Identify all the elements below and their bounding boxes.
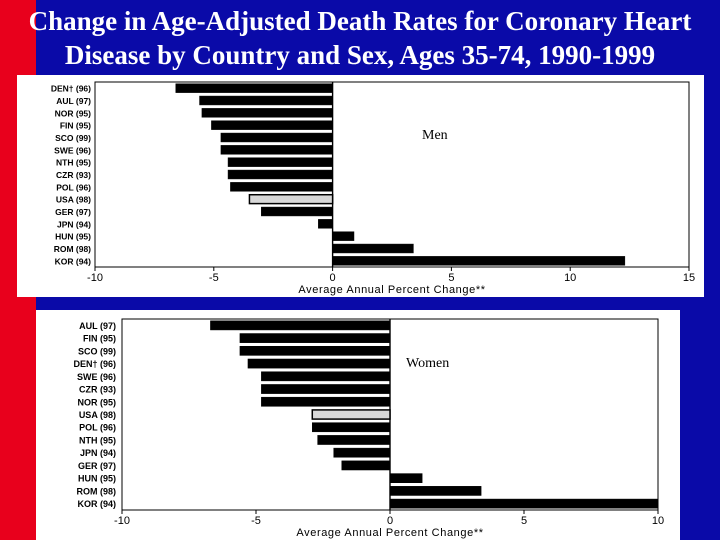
men-bar-ger-97: [261, 206, 333, 217]
men-bar-aul-97: [199, 95, 333, 106]
women-bar-ger-97: [341, 460, 391, 471]
women-category-label: DEN† (96): [73, 359, 116, 369]
women-category-label: KOR (94): [77, 499, 116, 509]
slide-title-line-1: Change in Age-Adjusted Death Rates for C…: [28, 6, 692, 36]
women-bar-rom-98: [389, 486, 482, 496]
slide-title: Change in Age-Adjusted Death Rates for C…: [0, 4, 720, 72]
men-category-label: HUN (95): [55, 232, 91, 242]
women-category-label: FIN (95): [83, 334, 116, 344]
women-bar-sco-99: [239, 345, 391, 356]
men-bar-sco-99: [220, 132, 333, 143]
women-bar-swe-96: [261, 371, 391, 382]
women-category-label: CZR (93): [79, 385, 116, 395]
women-chart: AUL (97) FIN (95) SCO (99) DEN† (96) SWE (96…: [73, 318, 664, 539]
women-bar-fin-95: [239, 333, 391, 343]
men-category-label: GER (97): [55, 207, 91, 217]
women-category-label: ROM (98): [76, 486, 116, 496]
slide-title-line-2: Disease by Country and Sex, Ages 35-74, …: [64, 40, 656, 70]
men-bar-den-96: [175, 83, 333, 93]
men-bar-fin-95: [211, 120, 333, 130]
men-category-label: NOR (95): [55, 108, 92, 118]
men-x-tick-label: 5: [448, 272, 454, 284]
men-category-label: AUL (97): [56, 96, 91, 106]
men-category-label: CZR (93): [56, 170, 91, 180]
men-category-label: ROM (98): [54, 244, 91, 254]
women-x-tick-label: -10: [114, 515, 130, 527]
men-bar-swe-96: [220, 145, 333, 155]
men-bar-kor-94: [332, 256, 626, 266]
men-panel-label: Men: [422, 128, 448, 143]
men-category-label: NTH (95): [56, 158, 91, 168]
men-x-tick-label: 15: [683, 272, 695, 284]
men-category-label: SCO (99): [55, 133, 91, 143]
men-x-tick-label: -10: [87, 272, 103, 284]
men-x-tick-label: -5: [209, 272, 219, 284]
men-bar-nor-95: [201, 108, 333, 118]
women-x-tick-label: 5: [521, 515, 527, 527]
men-category-label: SWE (96): [54, 145, 91, 155]
men-x-tick-label: 0: [330, 272, 336, 284]
women-x-tick-label: 0: [387, 515, 393, 527]
women-bar-czr-93: [261, 384, 391, 394]
women-bar-jpn-94: [333, 447, 391, 458]
men-bar-nth-95: [227, 157, 333, 167]
women-bar-nor-95: [261, 396, 391, 407]
women-bar-usa-98: [311, 409, 391, 420]
women-category-label: SCO (99): [78, 346, 116, 356]
women-category-label: NOR (95): [77, 397, 116, 407]
women-panel-label: Women: [406, 356, 449, 371]
women-bar-aul-97: [210, 320, 391, 331]
women-category-label: NTH (95): [79, 435, 116, 445]
men-x-axis-title: Average Annual Percent Change**: [298, 284, 485, 296]
men-bar-czr-93: [227, 169, 333, 180]
men-category-label: KOR (94): [55, 256, 92, 266]
women-category-label: HUN (95): [78, 474, 116, 484]
men-category-label: FIN (95): [60, 121, 91, 131]
women-category-label: AUL (97): [79, 321, 116, 331]
women-category-label: GER (97): [78, 461, 116, 471]
men-bar-pol-96: [230, 182, 333, 192]
men-bar-rom-98: [332, 243, 414, 254]
men-bar-usa-98: [248, 193, 334, 205]
men-category-label: POL (96): [56, 182, 91, 192]
men-x-tick-label: 10: [564, 272, 576, 284]
women-bar-den-96: [247, 358, 391, 369]
women-x-tick-label: -5: [251, 515, 261, 527]
women-x-tick-label: 10: [652, 515, 664, 527]
women-bar-kor-94: [389, 498, 659, 509]
men-plot-frame: [94, 81, 690, 268]
men-category-label: DEN† (96): [51, 84, 91, 94]
women-bar-hun-95: [389, 473, 423, 484]
men-category-label: USA (98): [56, 195, 91, 205]
women-x-axis-title: Average Annual Percent Change**: [296, 527, 483, 539]
women-category-label: POL (96): [79, 423, 116, 433]
men-bar-jpn-94: [318, 219, 333, 229]
women-bar-nth-95: [317, 435, 391, 445]
women-category-label: USA (98): [79, 410, 116, 420]
women-category-label: JPN (94): [80, 448, 116, 458]
women-bar-pol-96: [312, 422, 391, 433]
women-chart-panel: AUL (97) FIN (95) SCO (99) DEN† (96) SWE (96…: [36, 310, 680, 540]
men-chart: DEN† (96) AUL (97) NOR (95) FIN (95) SCO (99…: [51, 81, 695, 296]
men-bar-hun-95: [332, 231, 355, 241]
men-chart-panel: DEN† (96) AUL (97) NOR (95) FIN (95) SCO (99…: [17, 75, 704, 297]
men-category-label: JPN (94): [57, 219, 91, 229]
women-category-label: SWE (96): [77, 372, 116, 382]
